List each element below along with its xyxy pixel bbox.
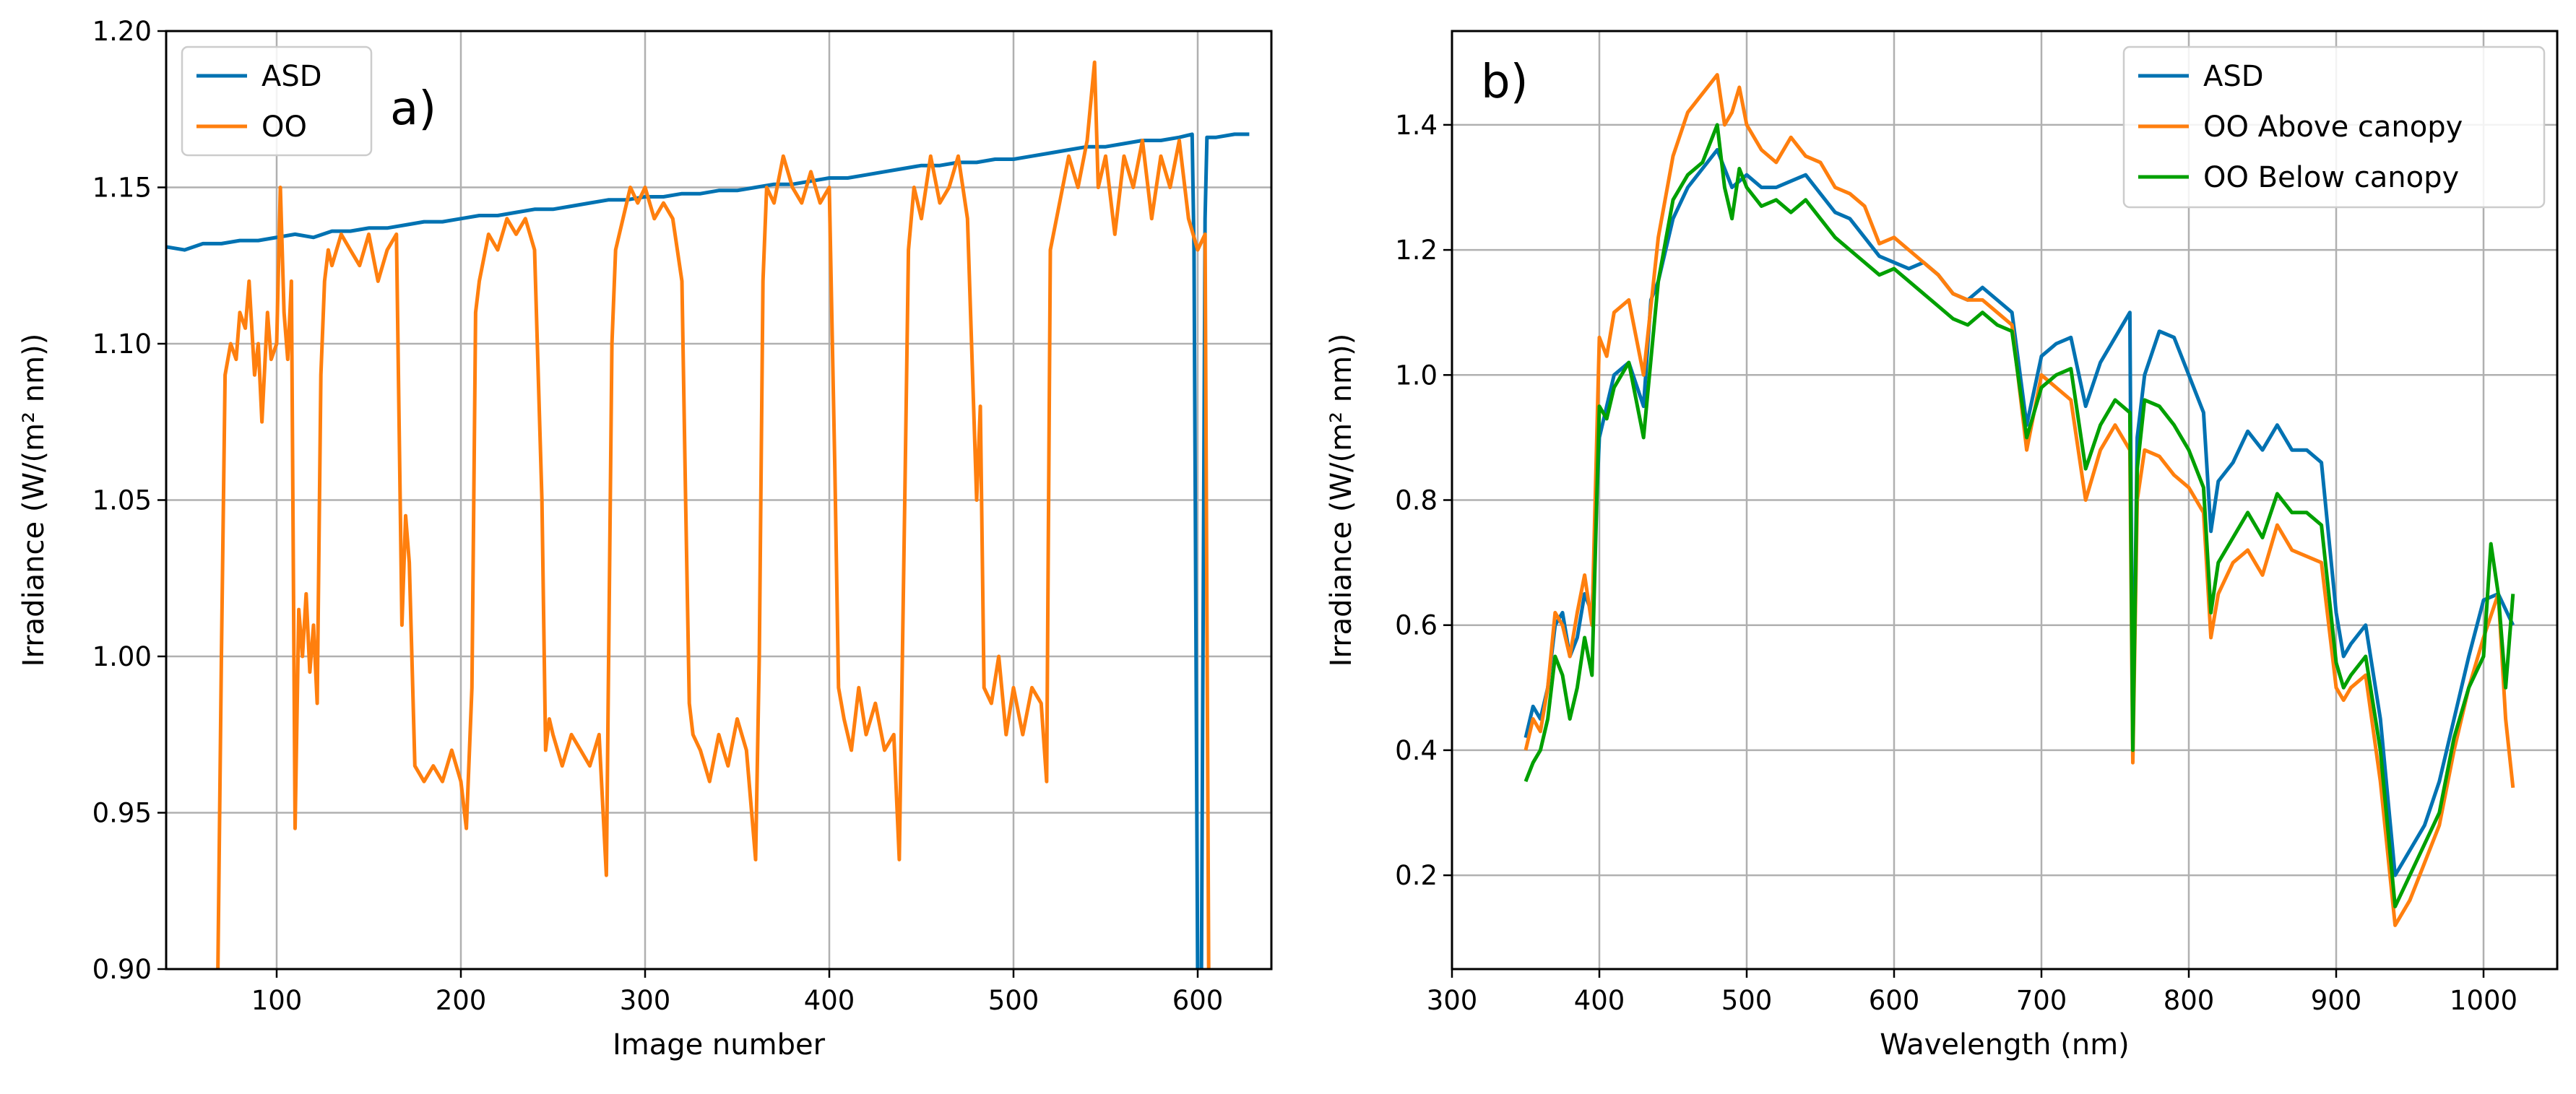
- legend-box-b: [2122, 45, 2546, 209]
- y-axis-label-b: Irradiance (W/(m² nm)): [1325, 334, 1358, 667]
- x-tick-label-b: 1000: [2450, 985, 2517, 1016]
- y-tick-label-a: 1.10: [92, 329, 152, 360]
- y-tick-label-b: 0.6: [1395, 610, 1438, 641]
- y-tick-label-a: 1.15: [92, 173, 152, 204]
- legend-label-oo-above-canopy-b: OO Above canopy: [2203, 110, 2463, 144]
- x-tick-label-b: 400: [1574, 985, 1625, 1016]
- chart-panel-a: 100 200 300 400 500 600 0.90 0.95 1.00 1.05 1.10 1.…: [17, 16, 1273, 1062]
- y-tick-label-a: 1.00: [92, 641, 152, 672]
- panel-label-a: a): [390, 82, 436, 136]
- x-tick-label-a: 600: [1172, 985, 1224, 1016]
- y-tick-label-a: 0.95: [92, 798, 152, 829]
- x-tick-label-b: 700: [2016, 985, 2067, 1016]
- x-tick-label-a: 200: [436, 985, 487, 1016]
- series-line-oo-above-canopy-b: [1523, 73, 2515, 927]
- y-tick-label-a: 1.20: [92, 16, 152, 47]
- x-tick-label-b: 500: [1721, 985, 1773, 1016]
- legend-label-oo-a: OO: [262, 110, 307, 144]
- x-tick-label-b: 600: [1869, 985, 1920, 1016]
- y-tick-label-a: 0.90: [92, 954, 152, 985]
- x-tick-label-b: 300: [1427, 985, 1478, 1016]
- y-tick-label-b: 0.4: [1395, 735, 1438, 766]
- y-tick-label-b: 0.2: [1395, 860, 1438, 891]
- x-tick-label-a: 300: [620, 985, 671, 1016]
- legend-label-asd-b: ASD: [2203, 60, 2264, 93]
- legend-label-oo-below-canopy-b: OO Below canopy: [2203, 161, 2459, 194]
- series-line-oo-below-canopy-b: [1523, 123, 2515, 908]
- x-tick-label-a: 100: [251, 985, 303, 1016]
- legend-label-asd-a: ASD: [262, 60, 322, 93]
- y-tick-label-a: 1.05: [92, 485, 152, 516]
- y-tick-label-b: 1.2: [1395, 235, 1438, 266]
- y-tick-label-b: 1.0: [1395, 360, 1438, 391]
- y-tick-label-b: 0.8: [1395, 485, 1438, 516]
- legend-a: ASD OO: [181, 45, 373, 157]
- legend-b: ASD OO Above canopy OO Below canopy: [2122, 45, 2546, 209]
- y-axis-label-a: Irradiance (W/(m² nm)): [17, 334, 51, 667]
- x-tick-label-a: 500: [988, 985, 1040, 1016]
- x-axis-label-a: Image number: [613, 1028, 826, 1062]
- chart-panel-b: 300 400 500 600 700 800 900 1000 0.2 0.4 0.6 0.8 1.0…: [1325, 30, 2559, 1062]
- x-tick-label-b: 800: [2164, 985, 2215, 1016]
- series-line-asd-a: [166, 132, 1250, 969]
- x-tick-label-b: 900: [2311, 985, 2362, 1016]
- panel-label-b: b): [1481, 56, 1529, 109]
- series-line-oo-a: [216, 60, 1211, 969]
- x-tick-label-a: 400: [804, 985, 855, 1016]
- y-tick-label-b: 1.4: [1395, 110, 1438, 141]
- x-axis-label-b: Wavelength (nm): [1880, 1028, 2130, 1062]
